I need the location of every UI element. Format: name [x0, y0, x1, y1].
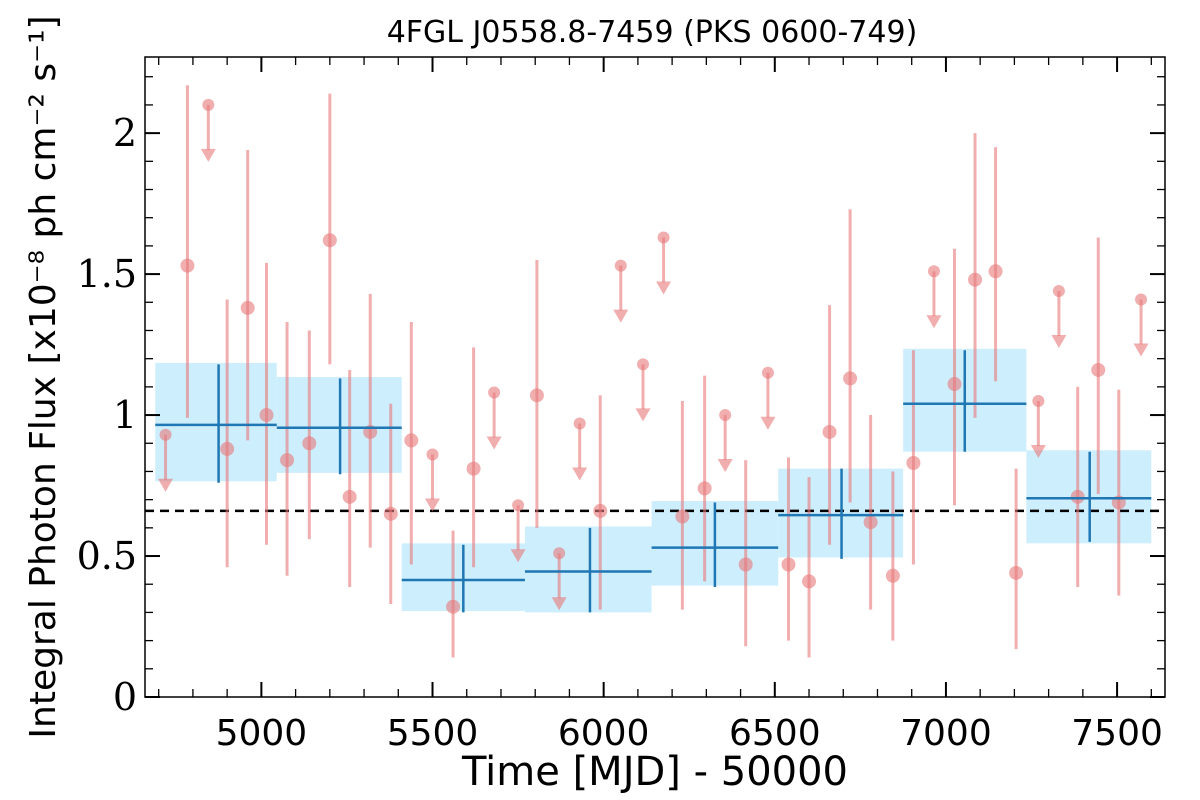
upper-limit-arrow-7 [613, 309, 629, 323]
detection-point-6 [322, 233, 337, 248]
y-tick-label-4: 2 [113, 111, 137, 155]
upper-limit-point-0 [159, 428, 172, 441]
upper-limit-point-1 [202, 98, 215, 111]
detection-point-14 [593, 503, 608, 518]
detection-point-21 [843, 371, 858, 386]
detection-point-23 [885, 568, 900, 583]
x-tick-label-6000: 6000 [558, 713, 650, 754]
bin-region-0 [155, 362, 277, 482]
detection-point-22 [863, 515, 878, 530]
upper-limit-arrow-4 [510, 549, 526, 563]
upper-limit-arrow-6 [572, 467, 588, 481]
y-tick-label-0: 0 [113, 675, 137, 719]
x-tick-label-6500: 6500 [729, 713, 821, 754]
detection-point-16 [697, 481, 712, 496]
upper-limit-point-11 [761, 366, 774, 379]
detection-point-13 [529, 388, 544, 403]
detection-point-10 [404, 433, 419, 448]
upper-limit-arrow-11 [760, 416, 776, 430]
detection-point-4 [280, 453, 295, 468]
detection-point-24 [906, 455, 921, 470]
detection-point-28 [1009, 565, 1024, 580]
upper-limit-point-13 [1032, 394, 1045, 407]
detection-point-7 [342, 489, 357, 504]
upper-limit-arrow-10 [717, 459, 733, 473]
upper-limit-point-15 [1135, 293, 1148, 306]
upper-limit-arrow-0 [158, 478, 174, 492]
upper-limit-point-2 [426, 448, 439, 461]
detection-point-25 [947, 377, 962, 392]
detection-point-12 [466, 461, 481, 476]
y-axis-label: Integral Photon Flux [x10⁻⁸ ph cm⁻² s⁻¹] [23, 15, 64, 738]
upper-limit-point-6 [573, 417, 586, 430]
upper-limit-point-9 [657, 231, 670, 244]
detection-point-19 [802, 574, 817, 589]
upper-limit-point-14 [1052, 285, 1065, 298]
detection-point-30 [1091, 362, 1106, 377]
detection-point-2 [240, 300, 255, 315]
upper-limit-arrow-9 [656, 281, 672, 295]
detection-point-9 [383, 506, 398, 521]
upper-limit-arrow-8 [635, 408, 651, 422]
detection-point-1 [220, 441, 235, 456]
upper-limit-arrow-14 [1051, 335, 1067, 349]
y-tick-label-3: 1.5 [77, 252, 137, 296]
upper-limit-arrow-12 [926, 315, 942, 329]
detection-point-26 [968, 272, 983, 287]
detection-point-17 [738, 557, 753, 572]
upper-limit-point-4 [512, 499, 525, 512]
upper-limit-point-3 [488, 386, 501, 399]
x-tick-label-7000: 7000 [900, 713, 992, 754]
detection-point-11 [446, 599, 461, 614]
x-tick-label-5500: 5500 [387, 713, 479, 754]
upper-limit-arrow-13 [1030, 444, 1046, 458]
x-tick-label-5000: 5000 [216, 713, 308, 754]
detection-point-27 [988, 264, 1003, 279]
y-tick-label-1: 0.5 [77, 534, 137, 578]
upper-limit-point-12 [927, 265, 940, 278]
y-tick-label-2: 1 [113, 393, 137, 437]
upper-limit-arrow-3 [486, 436, 502, 450]
upper-limit-arrow-15 [1133, 343, 1149, 357]
upper-limit-point-5 [553, 547, 566, 560]
x-tick-label-7500: 7500 [1071, 713, 1163, 754]
upper-limit-arrow-5 [551, 597, 567, 611]
detection-point-3 [259, 408, 274, 423]
detection-point-18 [781, 557, 796, 572]
detection-point-5 [302, 436, 317, 451]
upper-limit-arrow-1 [200, 148, 216, 162]
upper-limit-point-10 [719, 409, 732, 422]
upper-limit-arrow-2 [425, 498, 441, 512]
detection-point-20 [822, 424, 837, 439]
bin-region-3 [524, 526, 652, 613]
chart-title: 4FGL J0558.8-7459 (PKS 0600-749) [387, 15, 918, 50]
plot-frame [144, 56, 1166, 698]
x-axis-label: Time [MJD] - 50000 [461, 749, 848, 795]
detection-point-29 [1070, 489, 1085, 504]
upper-limit-point-8 [637, 358, 650, 371]
detection-point-15 [675, 509, 690, 524]
detection-point-0 [180, 258, 195, 273]
upper-limit-point-7 [614, 259, 627, 272]
